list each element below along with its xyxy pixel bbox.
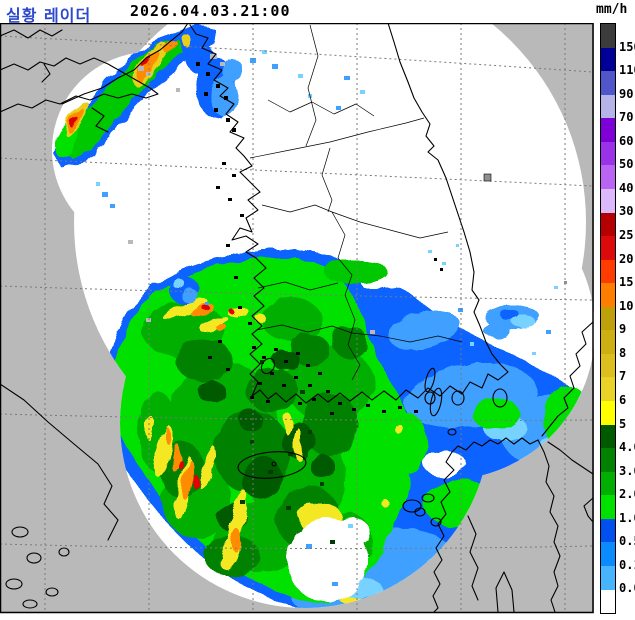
legend-value-label: 0.1 <box>619 557 635 572</box>
legend-segment <box>601 401 615 425</box>
legend-segment <box>601 589 615 614</box>
legend-value-label: 60 <box>619 133 634 148</box>
legend-unit-label: mm/h <box>596 2 628 17</box>
legend-segment <box>601 471 615 496</box>
legend-segment <box>601 424 615 449</box>
legend-value-label: 15 <box>619 275 634 290</box>
legend-value-label: 90 <box>619 86 634 101</box>
legend-segment <box>601 236 615 260</box>
legend-value-label: 2.0 <box>619 487 635 502</box>
legend-segment <box>601 330 615 354</box>
observation-datetime: 2026.04.03.21:00 <box>130 2 291 20</box>
legend-segment <box>601 565 615 590</box>
legend-segment <box>601 47 615 72</box>
legend-value-label: 3.0 <box>619 463 635 478</box>
legend-value-label: 5 <box>619 416 627 431</box>
legend-segment <box>601 542 615 566</box>
legend-segment <box>601 24 615 48</box>
legend-value-label: 0.0 <box>619 581 635 596</box>
map-border <box>0 23 594 614</box>
small-islands <box>196 62 443 415</box>
legend-value-label: 7 <box>619 369 627 384</box>
legend-value-label: 9 <box>619 322 627 337</box>
legend-value-label: 150 <box>619 39 635 54</box>
legend-value-label: 0.5 <box>619 534 635 549</box>
legend-value-label: 1.0 <box>619 510 635 525</box>
legend-value-label: 6 <box>619 392 627 407</box>
legend-segment <box>601 306 615 331</box>
echo-speckles <box>96 50 558 586</box>
legend-segment <box>601 212 615 237</box>
legend-segment <box>601 377 615 401</box>
legend-segment <box>601 71 615 95</box>
page-title: 실황 레이더 <box>6 6 92 25</box>
legend-value-label: 20 <box>619 251 634 266</box>
radar-map <box>0 23 594 614</box>
coastlines <box>0 23 594 613</box>
latitude-longitude-gridlines <box>0 23 594 612</box>
legend-segment <box>601 495 615 519</box>
legend-value-label: 40 <box>619 180 634 195</box>
legend-value-label: 8 <box>619 345 627 360</box>
legend-segment <box>601 259 615 284</box>
legend-value-label: 4.0 <box>619 440 635 455</box>
legend-segment <box>601 188 615 213</box>
legend-segment <box>601 353 615 378</box>
legend-value-label: 10 <box>619 298 634 313</box>
legend-segment <box>601 518 615 543</box>
province-boundaries <box>249 24 463 381</box>
legend-value-label: 70 <box>619 110 634 125</box>
legend-segment <box>601 448 615 472</box>
legend-value-label: 110 <box>619 63 635 78</box>
legend-segment <box>601 118 615 142</box>
rain-rate-scale-labels: 150 110 90 70 60 50 40 30 25 20 15 10 9 8 7 6 5 4.0 3.0 2.0… <box>619 23 635 612</box>
rain-rate-color-scale <box>600 23 616 614</box>
legend-value-label: 25 <box>619 228 634 243</box>
legend-value-label: 30 <box>619 204 634 219</box>
legend-segment <box>601 94 615 119</box>
legend-value-label: 50 <box>619 157 634 172</box>
legend-segment <box>601 141 615 166</box>
legend-segment <box>601 283 615 307</box>
legend-segment <box>601 165 615 189</box>
